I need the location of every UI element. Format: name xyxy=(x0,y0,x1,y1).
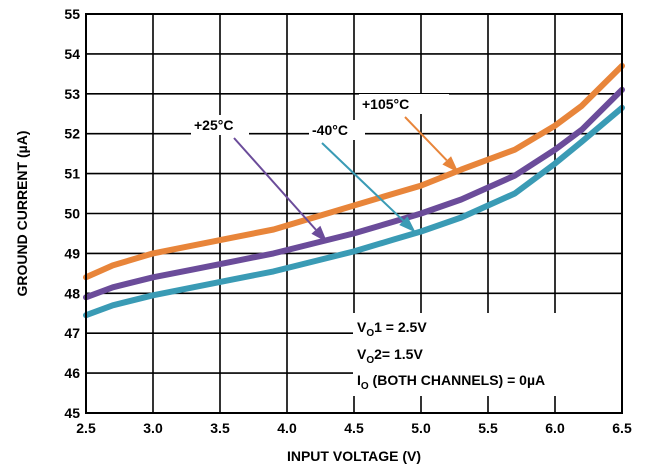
y-tick-label: 47 xyxy=(64,325,80,341)
x-tick-label: 3.0 xyxy=(143,420,163,436)
y-tick-label: 52 xyxy=(64,126,80,142)
y-tick-label: 48 xyxy=(64,285,80,301)
arrow-minus40c-shaft xyxy=(321,142,405,222)
y-tick-labels: 45 46 47 48 49 50 51 52 53 54 55 xyxy=(64,6,80,421)
note-vo2-rest: 2= 1.5V xyxy=(374,346,423,362)
label-25c-background xyxy=(191,115,249,135)
label-105c: +105°C xyxy=(362,96,409,112)
y-tick-label: 45 xyxy=(64,405,80,421)
conditions-note-background xyxy=(353,313,621,396)
note-io-sub: O xyxy=(361,381,369,392)
chart-arrows xyxy=(233,116,459,243)
x-tick-label: 6.5 xyxy=(612,420,632,436)
y-tick-label: 46 xyxy=(64,365,80,381)
y-tick-label: 50 xyxy=(64,206,80,222)
y-axis-title: GROUND CURRENT (µA) xyxy=(14,131,30,297)
y-tick-label: 55 xyxy=(64,6,80,22)
note-vo1-main: V xyxy=(357,319,367,335)
note-vo2: VO2= 1.5V xyxy=(357,346,423,366)
chart-curves xyxy=(83,62,625,319)
y-tick-label: 54 xyxy=(64,46,80,62)
x-tick-label: 4.5 xyxy=(344,420,364,436)
x-tick-label: 6.0 xyxy=(545,420,565,436)
note-vo1: VO1 = 2.5V xyxy=(357,319,427,339)
y-tick-label: 51 xyxy=(64,166,80,182)
arrow-105c-head xyxy=(442,156,459,173)
x-tick-label: 3.5 xyxy=(210,420,230,436)
x-axis-title: INPUT VOLTAGE (V) xyxy=(287,448,421,464)
plot-frame xyxy=(85,13,623,414)
label-minus40c: -40°C xyxy=(312,122,348,138)
y-tick-label: 49 xyxy=(64,245,80,261)
label-25c: +25°C xyxy=(194,117,233,133)
curve-minus40c xyxy=(83,104,625,319)
label-minus40c-background xyxy=(309,120,365,140)
curve-25c xyxy=(83,86,625,301)
note-io-rest: (BOTH CHANNELS) = 0µA xyxy=(369,372,545,388)
y-tick-label: 53 xyxy=(64,86,80,102)
x-tick-label: 2.5 xyxy=(76,420,96,436)
x-tick-label: 4.0 xyxy=(277,420,297,436)
arrow-105c-shaft xyxy=(404,116,448,162)
note-io-main: I xyxy=(357,372,361,388)
arrow-25c-shaft xyxy=(233,137,317,231)
note-vo1-sub: O xyxy=(366,328,374,339)
x-tick-label: 5.5 xyxy=(478,420,498,436)
x-tick-label: 5.0 xyxy=(411,420,431,436)
x-tick-labels: 2.5 3.0 3.5 4.0 4.5 5.0 5.5 6.0 6.5 xyxy=(76,420,632,436)
note-vo2-sub: O xyxy=(366,355,374,366)
note-io: IO (BOTH CHANNELS) = 0µA xyxy=(357,372,545,392)
arrow-25c-head xyxy=(311,225,328,243)
label-105c-background xyxy=(359,94,449,114)
note-vo1-rest: 1 = 2.5V xyxy=(374,319,427,335)
curve-105c xyxy=(83,62,625,281)
arrow-minus40c-head xyxy=(399,216,416,233)
note-vo2-main: V xyxy=(357,346,367,362)
